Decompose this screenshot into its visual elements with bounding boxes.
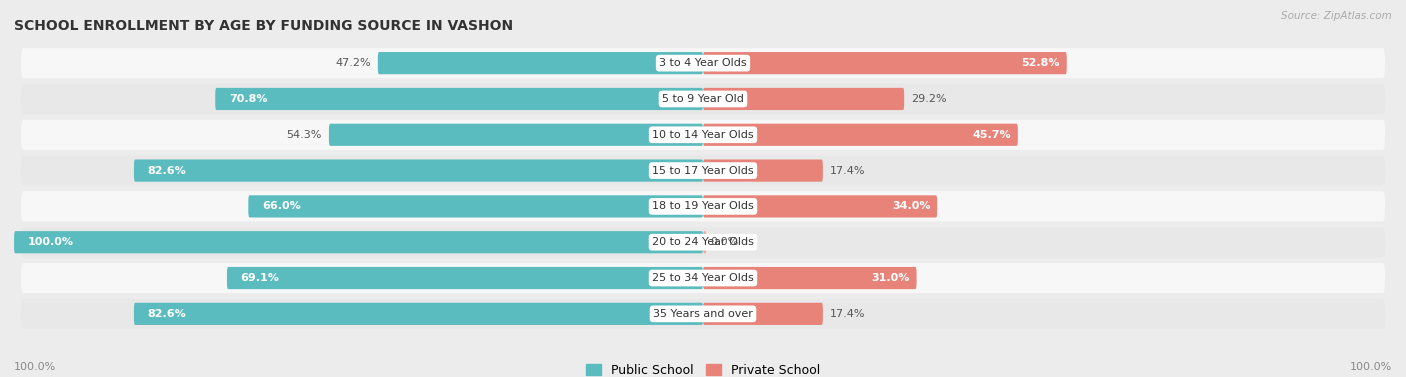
FancyBboxPatch shape <box>21 299 1385 329</box>
Text: 34.0%: 34.0% <box>891 201 931 211</box>
Text: 35 Years and over: 35 Years and over <box>652 309 754 319</box>
FancyBboxPatch shape <box>226 267 703 289</box>
FancyBboxPatch shape <box>21 227 1385 257</box>
FancyBboxPatch shape <box>703 267 917 289</box>
FancyBboxPatch shape <box>329 124 703 146</box>
FancyBboxPatch shape <box>703 88 904 110</box>
FancyBboxPatch shape <box>703 159 823 182</box>
FancyBboxPatch shape <box>21 192 1385 221</box>
Text: 10 to 14 Year Olds: 10 to 14 Year Olds <box>652 130 754 140</box>
Text: 25 to 34 Year Olds: 25 to 34 Year Olds <box>652 273 754 283</box>
Text: 15 to 17 Year Olds: 15 to 17 Year Olds <box>652 166 754 176</box>
FancyBboxPatch shape <box>21 156 1385 185</box>
Text: 82.6%: 82.6% <box>148 309 187 319</box>
FancyBboxPatch shape <box>703 124 1018 146</box>
FancyBboxPatch shape <box>134 159 703 182</box>
Text: 100.0%: 100.0% <box>28 237 75 247</box>
FancyBboxPatch shape <box>703 52 1067 74</box>
FancyBboxPatch shape <box>21 120 1385 150</box>
FancyBboxPatch shape <box>14 231 703 253</box>
FancyBboxPatch shape <box>215 88 703 110</box>
Text: 20 to 24 Year Olds: 20 to 24 Year Olds <box>652 237 754 247</box>
Text: 52.8%: 52.8% <box>1021 58 1060 68</box>
Text: 31.0%: 31.0% <box>872 273 910 283</box>
Text: 69.1%: 69.1% <box>240 273 280 283</box>
Text: 45.7%: 45.7% <box>973 130 1011 140</box>
FancyBboxPatch shape <box>249 195 703 218</box>
Text: 47.2%: 47.2% <box>335 58 371 68</box>
FancyBboxPatch shape <box>21 84 1385 114</box>
Text: 70.8%: 70.8% <box>229 94 267 104</box>
Text: 66.0%: 66.0% <box>262 201 301 211</box>
FancyBboxPatch shape <box>378 52 703 74</box>
FancyBboxPatch shape <box>703 195 938 218</box>
Text: 18 to 19 Year Olds: 18 to 19 Year Olds <box>652 201 754 211</box>
Legend: Public School, Private School: Public School, Private School <box>586 364 820 377</box>
Text: 17.4%: 17.4% <box>830 309 865 319</box>
Text: 54.3%: 54.3% <box>287 130 322 140</box>
Text: 17.4%: 17.4% <box>830 166 865 176</box>
FancyBboxPatch shape <box>703 303 823 325</box>
FancyBboxPatch shape <box>21 263 1385 293</box>
Text: Source: ZipAtlas.com: Source: ZipAtlas.com <box>1281 11 1392 21</box>
Text: 0.0%: 0.0% <box>710 237 738 247</box>
FancyBboxPatch shape <box>703 231 706 253</box>
FancyBboxPatch shape <box>134 303 703 325</box>
Text: 82.6%: 82.6% <box>148 166 187 176</box>
Text: 3 to 4 Year Olds: 3 to 4 Year Olds <box>659 58 747 68</box>
Text: 100.0%: 100.0% <box>1350 362 1392 372</box>
Text: 5 to 9 Year Old: 5 to 9 Year Old <box>662 94 744 104</box>
Text: SCHOOL ENROLLMENT BY AGE BY FUNDING SOURCE IN VASHON: SCHOOL ENROLLMENT BY AGE BY FUNDING SOUR… <box>14 19 513 33</box>
Text: 29.2%: 29.2% <box>911 94 946 104</box>
FancyBboxPatch shape <box>21 48 1385 78</box>
Text: 100.0%: 100.0% <box>14 362 56 372</box>
